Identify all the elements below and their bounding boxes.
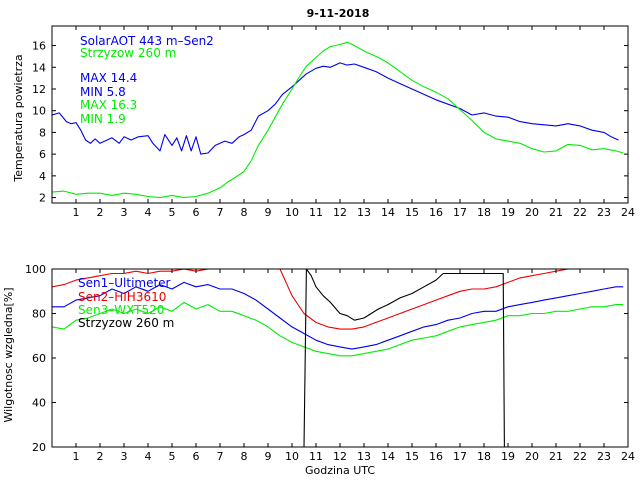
xtick-label: 16	[429, 450, 443, 463]
xtick-label: 17	[453, 206, 467, 219]
xtick-label: 20	[525, 206, 539, 219]
xtick-label: 17	[453, 450, 467, 463]
humidity-panel: 1 2 3 4 5 6 7 8 9 10 11 12 13 14 15 16 17 18 19 20 21 22 23 242…	[2, 263, 635, 477]
xtick-label: 8	[241, 206, 248, 219]
xtick-label: 5	[169, 450, 176, 463]
series-line-strzyzow-260-m	[52, 41, 624, 199]
legend-sen3: Sen3–WXT520	[78, 303, 164, 317]
xtick-label: 18	[477, 450, 491, 463]
series-line-sen3-wxt520	[52, 301, 624, 357]
humidity-series	[52, 269, 624, 447]
figure-title: 9-11-2018	[307, 7, 370, 20]
xtick-label: 22	[573, 450, 587, 463]
series-line-sen2-hih3610	[52, 269, 580, 330]
temperature-ticks: 1 2 3 4 5 6 7 8 9 10 11 12 13 14 15 16 17 18 19 20 21 22 23 242…	[32, 26, 635, 219]
xtick-label: 12	[333, 450, 347, 463]
stat-blue-max: MAX 14.4	[80, 71, 137, 85]
xtick-label: 21	[549, 450, 563, 463]
xtick-label: 19	[501, 206, 515, 219]
xtick-label: 10	[285, 206, 299, 219]
xtick-label: 15	[405, 450, 419, 463]
xtick-label: 3	[121, 206, 128, 219]
humidity-ticks: 1 2 3 4 5 6 7 8 9 10 11 12 13 14 15 16 17 18 19 20 21 22 23 242…	[25, 263, 635, 463]
xtick-label: 11	[309, 450, 323, 463]
xtick-label: 11	[309, 206, 323, 219]
ytick-label: 40	[32, 397, 46, 410]
xtick-label: 3	[121, 450, 128, 463]
xtick-label: 6	[193, 206, 200, 219]
xtick-label: 2	[97, 450, 104, 463]
xtick-label: 7	[217, 206, 224, 219]
series-line-strzyzow-260-m	[303, 269, 505, 447]
ytick-label: 6	[39, 148, 46, 161]
xtick-label: 9	[265, 206, 272, 219]
xtick-label: 24	[621, 206, 635, 219]
xtick-label: 15	[405, 206, 419, 219]
ytick-label: 60	[32, 352, 46, 365]
xtick-label: 20	[525, 450, 539, 463]
temperature-series	[52, 41, 624, 199]
xtick-label: 23	[597, 206, 611, 219]
series-line-sen1-ultimeter	[52, 281, 624, 350]
ytick-label: 14	[32, 61, 46, 74]
xtick-label: 13	[357, 450, 371, 463]
temperature-legend: SolarAOT 443 m–Sen2 Strzyzow 260 m MAX 1…	[80, 34, 214, 126]
xtick-label: 9	[265, 450, 272, 463]
xtick-label: 22	[573, 206, 587, 219]
temperature-ylabel: Temperatura powietrza	[12, 54, 25, 182]
xtick-label: 10	[285, 450, 299, 463]
ytick-label: 20	[32, 441, 46, 454]
legend-sen2: Sen2–HIH3610	[78, 290, 166, 304]
legend-strzyzow-rh: Strzyzow 260 m	[78, 316, 174, 330]
stat-blue-min: MIN 5.8	[80, 85, 126, 99]
xtick-label: 1	[73, 450, 80, 463]
stat-green-max: MAX 16.3	[80, 98, 137, 112]
humidity-xlabel: Godzina UTC	[305, 464, 375, 477]
temperature-panel: 1 2 3 4 5 6 7 8 9 10 11 12 13 14 15 16 17 18 19 20 21 22 23 242…	[12, 25, 635, 219]
xtick-label: 1	[73, 206, 80, 219]
xtick-label: 8	[241, 450, 248, 463]
xtick-label: 18	[477, 206, 491, 219]
legend-sen1: Sen1–Ultimeter	[78, 276, 171, 290]
ytick-label: 16	[32, 40, 46, 53]
xtick-label: 4	[145, 450, 152, 463]
xtick-label: 14	[381, 206, 395, 219]
xtick-label: 13	[357, 206, 371, 219]
xtick-label: 7	[217, 450, 224, 463]
xtick-label: 14	[381, 450, 395, 463]
ytick-label: 80	[32, 308, 46, 321]
xtick-label: 6	[193, 450, 200, 463]
ytick-label: 100	[25, 263, 46, 276]
legend-solaraot: SolarAOT 443 m–Sen2	[80, 34, 214, 48]
ytick-label: 4	[39, 170, 46, 183]
series-line-solaraot-443-m-sen2	[52, 62, 619, 155]
stat-green-min: MIN 1.9	[80, 112, 126, 126]
xtick-label: 21	[549, 206, 563, 219]
xtick-label: 12	[333, 206, 347, 219]
humidity-legend: Sen1–Ultimeter Sen2–HIH3610 Sen3–WXT520 …	[78, 276, 174, 330]
ytick-label: 8	[39, 126, 46, 139]
xtick-label: 16	[429, 206, 443, 219]
ytick-label: 10	[32, 105, 46, 118]
xtick-label: 24	[621, 450, 635, 463]
legend-strzyzow-temp: Strzyzow 260 m	[80, 46, 176, 60]
xtick-label: 19	[501, 450, 515, 463]
xtick-label: 2	[97, 206, 104, 219]
xtick-label: 23	[597, 450, 611, 463]
ytick-label: 12	[32, 83, 46, 96]
humidity-ylabel: Wilgotnosc wzgledna[%]	[2, 287, 15, 422]
xtick-label: 5	[169, 206, 176, 219]
ytick-label: 2	[39, 192, 46, 205]
xtick-label: 4	[145, 206, 152, 219]
